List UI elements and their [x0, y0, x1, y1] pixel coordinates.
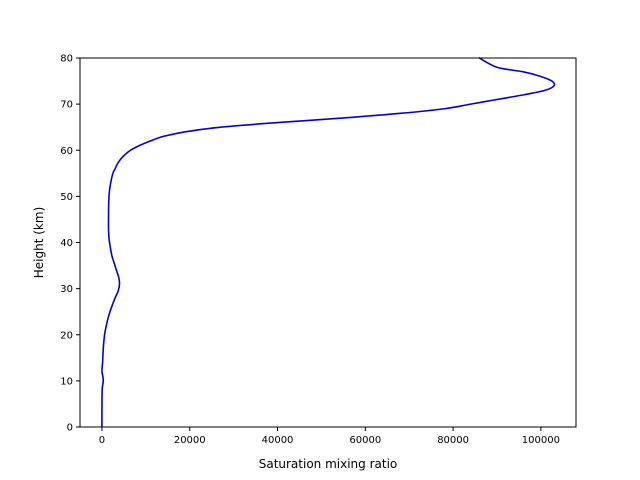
- y-tick-label: 40: [60, 238, 73, 249]
- y-tick-label: 10: [60, 376, 73, 387]
- y-axis-title: Height (km): [32, 207, 46, 278]
- plot-frame: [79, 57, 577, 428]
- series-layer: [101, 57, 556, 428]
- y-tick-label: 50: [60, 192, 73, 203]
- y-tick-label: 60: [60, 146, 73, 157]
- y-tick-label: 30: [60, 284, 73, 295]
- x-tick-label: 80000: [437, 435, 469, 446]
- y-tick-label: 70: [60, 100, 73, 111]
- x-tick-label: 0: [99, 435, 105, 446]
- series-line: [101, 57, 556, 428]
- x-axis-title: Saturation mixing ratio: [259, 457, 398, 471]
- x-tick-label: 100000: [522, 435, 560, 446]
- y-tick-label: 80: [60, 54, 73, 65]
- x-tick-label: 20000: [174, 435, 206, 446]
- x-tick-label: 60000: [349, 435, 381, 446]
- y-tick-label: 0: [67, 423, 73, 434]
- ticks-layer: 0 20000 40000 60000 80000 100000 0 10 20 30 40 50 60…: [60, 54, 560, 447]
- x-tick-label: 40000: [262, 435, 294, 446]
- y-tick-label: 20: [60, 330, 73, 341]
